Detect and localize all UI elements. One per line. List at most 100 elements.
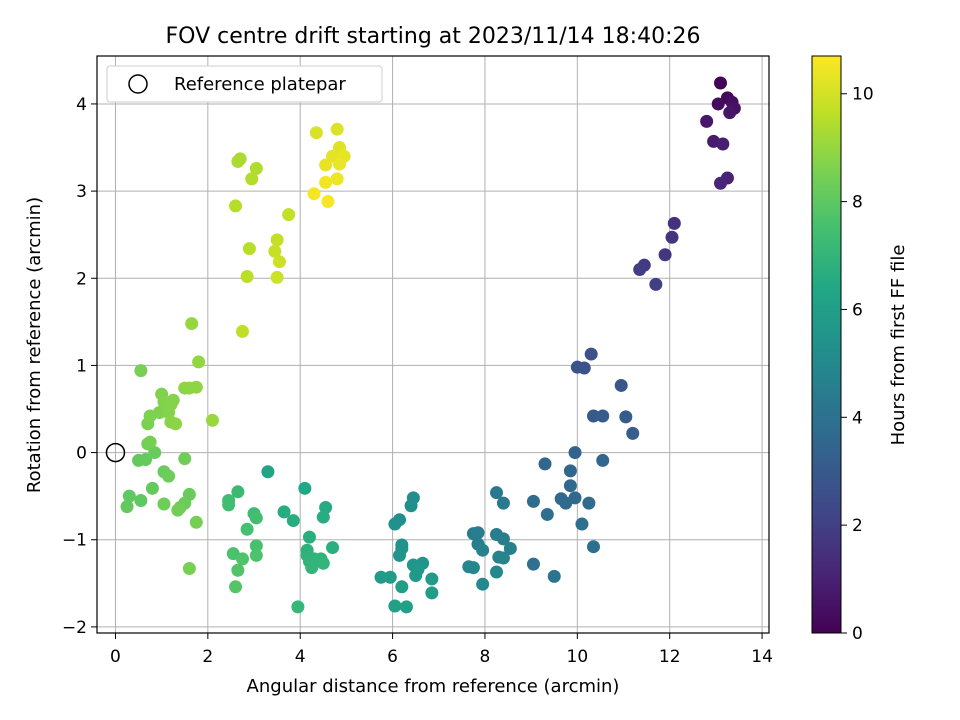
x-tick-label: 10 [567,647,589,667]
data-point [319,158,333,172]
data-point [189,515,203,529]
data-point [319,175,333,189]
data-point [476,543,490,557]
data-point [393,548,407,562]
data-point [711,97,725,111]
data-point [157,497,171,511]
data-point [568,446,582,460]
data-point [575,517,589,531]
data-point [286,514,300,528]
data-point [649,277,663,291]
data-point [582,496,596,510]
data-point [667,216,681,230]
data-point [233,152,247,166]
data-point [145,481,159,495]
data-point [330,122,344,136]
data-point [268,244,282,258]
x-tick-label: 6 [387,647,398,667]
data-point [490,486,504,500]
data-point [563,479,577,493]
y-tick-label: −1 [62,531,87,551]
x-tick-label: 0 [110,647,121,667]
reference-platepar-marker [105,442,126,463]
data-point [235,324,249,338]
data-point [282,208,296,222]
data-point [249,539,263,553]
data-point [307,187,321,201]
data-point [166,393,180,407]
data-point [305,561,319,575]
data-point [559,496,573,510]
colorbar-gradient [811,55,842,634]
x-axis-label: Angular distance from reference (arcmin) [247,676,620,697]
data-point [471,526,485,540]
data-point [723,106,737,120]
data-point [425,586,439,600]
data-point [249,161,263,175]
data-point [122,489,136,503]
data-point [242,242,256,256]
colorbar-ticks: 0 2 4 6 8 10 [841,85,874,644]
data-point [496,496,510,510]
data-point [584,347,598,361]
data-point [596,453,610,467]
plot-frame [96,55,770,634]
data-point [374,570,388,584]
colorbar-label: Hours from first FF file [888,245,909,446]
x-tick-label: 8 [480,647,491,667]
data-point [658,248,672,262]
colorbar-tick-label: 10 [852,85,874,105]
data-point [526,557,540,571]
colorbar-tick-label: 4 [852,408,863,428]
data-point [388,599,402,613]
data-point [277,505,291,519]
data-point [404,499,418,513]
colorbar-tick-label: 8 [852,193,863,213]
data-point [716,137,730,151]
y-tick-label: 2 [76,269,87,289]
data-point [148,446,162,460]
data-point [134,494,148,508]
data-point [291,600,305,614]
data-point [540,507,554,521]
y-tick-label: 4 [76,95,87,115]
data-point [563,464,577,478]
data-point [316,510,330,524]
data-point [619,410,633,424]
data-point [496,532,510,546]
data-point [586,409,600,423]
data-point [240,522,254,536]
data-point [302,530,316,544]
data-point [409,568,423,582]
x-tick-label: 14 [751,647,773,667]
data-point [261,465,275,479]
data-point [714,176,728,190]
x-tick-label: 12 [659,647,681,667]
data-point [330,172,344,186]
y-tick-label: 1 [76,356,87,376]
data-point [503,541,517,555]
x-tick-label: 2 [202,647,213,667]
legend: Reference platepar [106,65,383,103]
data-point [229,580,243,594]
grid [97,56,769,633]
data-point [249,548,263,562]
data-point [614,378,628,392]
data-point [496,551,510,565]
data-point [178,452,192,466]
data-point [395,580,409,594]
data-point [577,361,591,375]
data-point [388,517,402,531]
data-point [205,413,219,427]
y-axis: −2 −1 0 1 2 3 4 [62,95,97,638]
data-point [326,541,340,555]
data-point [162,469,176,483]
data-point [633,263,647,277]
data-point [586,540,600,554]
data-point [229,199,243,213]
data-point [134,364,148,378]
data-point [526,494,540,508]
data-point [189,380,203,394]
colorbar-tick-label: 0 [852,624,863,644]
data-point [714,76,728,90]
